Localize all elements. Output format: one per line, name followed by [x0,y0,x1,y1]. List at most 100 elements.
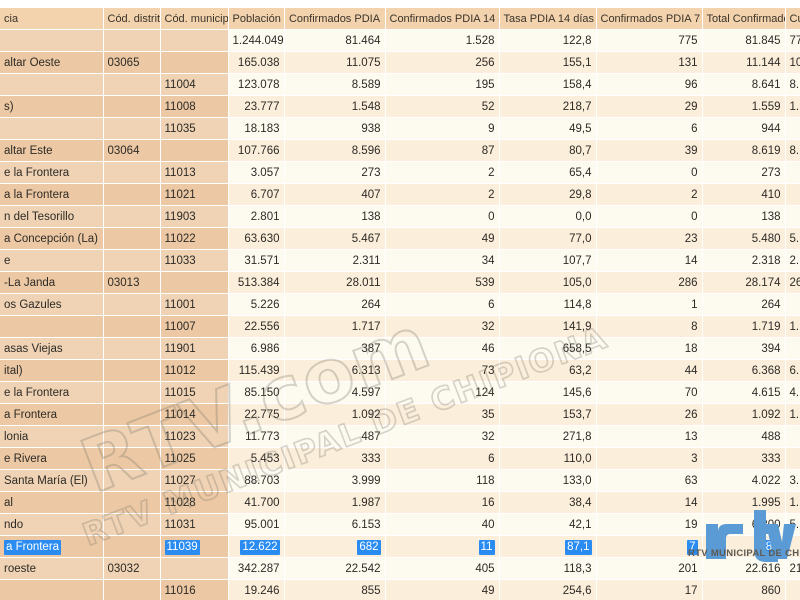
cell-mun[interactable]: 11027 [160,469,229,492]
cell-tot[interactable]: 22.616 [702,557,786,580]
cell-tot[interactable]: 1.995 [702,491,786,514]
cell-mun[interactable]: 11035 [160,117,229,140]
cell-conf[interactable]: 81.464 [284,29,386,52]
cell-c14[interactable]: 2 [385,183,500,206]
table-row[interactable]: a la Frontera 11021 6.707 407 2 29,8 2 410 [0,183,800,206]
cell-dist[interactable] [103,337,161,360]
column-header-mun[interactable]: Cód. municipio [160,8,229,30]
cell-dist[interactable] [103,425,161,448]
cell-t14[interactable]: 141,9 [499,315,597,338]
cell-c7[interactable]: 18 [596,337,703,360]
table-row[interactable]: altar Este 03064 107.766 8.596 87 80,7 39 8.619… [0,139,800,162]
cell-c7[interactable]: 23 [596,227,703,250]
cell-cur[interactable]: 1. [785,403,800,426]
table-row[interactable]: a Frontera 11014 22.775 1.092 35 153,7 26 1.092… [0,403,800,426]
cell-cur[interactable] [785,161,800,184]
cell-c14[interactable]: 49 [385,227,500,250]
cell-conf[interactable]: 273 [284,161,386,184]
cell-cur[interactable] [785,447,800,470]
cell-conf[interactable]: 8.596 [284,139,386,162]
cell-c7[interactable]: 7 [596,535,703,558]
cell-c7[interactable]: 2 [596,183,703,206]
cell-conf[interactable]: 387 [284,337,386,360]
cell-name[interactable] [0,315,104,338]
cell-dist[interactable]: 03065 [103,51,161,74]
cell-name[interactable]: e la Frontera [0,161,104,184]
cell-c7[interactable]: 29 [596,95,703,118]
cell-c14[interactable]: 35 [385,403,500,426]
table-row[interactable]: ndo 11031 95.001 6.153 40 42,1 19 6.200 5. [0,513,800,536]
cell-pobl[interactable]: 41.700 [228,491,285,514]
cell-mun[interactable] [160,271,229,294]
cell-mun[interactable] [160,139,229,162]
cell-name[interactable]: lonia [0,425,104,448]
cell-name[interactable]: os Gazules [0,293,104,316]
cell-tot[interactable]: 684 [702,535,786,558]
cell-c14[interactable]: 16 [385,491,500,514]
table-row[interactable]: n del Tesorillo 11903 2.801 138 0 0,0 0 138 [0,205,800,228]
cell-tot[interactable]: 264 [702,293,786,316]
table-row[interactable]: 11007 22.556 1.717 32 141,9 8 1.719 1. [0,315,800,338]
cell-dist[interactable] [103,293,161,316]
cell-pobl[interactable]: 31.571 [228,249,285,272]
cell-pobl[interactable]: 513.384 [228,271,285,294]
cell-mun[interactable]: 11039 [160,535,229,558]
cell-cur[interactable]: 21. [785,557,800,580]
cell-c14[interactable]: 405 [385,557,500,580]
cell-dist[interactable]: 03013 [103,271,161,294]
cell-cur[interactable] [785,579,800,600]
cell-name[interactable]: a Frontera [0,535,104,558]
cell-mun[interactable]: 11028 [160,491,229,514]
cell-mun[interactable]: 11014 [160,403,229,426]
cell-c7[interactable]: 286 [596,271,703,294]
table-row[interactable]: a Frontera 11039 12.622 682 11 87,1 7 684 [0,535,800,558]
table-row[interactable]: lonia 11023 11.773 487 32 271,8 13 488 [0,425,800,448]
cell-t14[interactable]: 218,7 [499,95,597,118]
cell-dist[interactable] [103,161,161,184]
cell-mun[interactable]: 11004 [160,73,229,96]
cell-c14[interactable]: 0 [385,205,500,228]
column-header-conf[interactable]: Confirmados PDIA [284,8,386,30]
cell-mun[interactable]: 11903 [160,205,229,228]
cell-conf[interactable]: 487 [284,425,386,448]
cell-cur[interactable]: 6. [785,359,800,382]
cell-pobl[interactable]: 2.801 [228,205,285,228]
cell-name[interactable]: ital) [0,359,104,382]
cell-mun[interactable]: 11015 [160,381,229,404]
cell-t14[interactable]: 63,2 [499,359,597,382]
cell-tot[interactable]: 81.845 [702,29,786,52]
cell-t14[interactable]: 271,8 [499,425,597,448]
cell-pobl[interactable]: 11.773 [228,425,285,448]
cell-pobl[interactable]: 95.001 [228,513,285,536]
cell-c14[interactable]: 9 [385,117,500,140]
cell-name[interactable]: a Frontera [0,403,104,426]
cell-tot[interactable]: 4.615 [702,381,786,404]
cell-conf[interactable]: 6.153 [284,513,386,536]
cell-t14[interactable]: 49,5 [499,117,597,140]
cell-tot[interactable]: 394 [702,337,786,360]
cell-mun[interactable]: 11008 [160,95,229,118]
cell-c14[interactable]: 195 [385,73,500,96]
cell-c14[interactable]: 32 [385,315,500,338]
cell-c14[interactable]: 87 [385,139,500,162]
cell-conf[interactable]: 4.597 [284,381,386,404]
cell-pobl[interactable]: 22.556 [228,315,285,338]
cell-mun[interactable]: 11033 [160,249,229,272]
table-row[interactable]: e 11033 31.571 2.311 34 107,7 14 2.318 2. [0,249,800,272]
cell-conf[interactable]: 22.542 [284,557,386,580]
cell-dist[interactable] [103,403,161,426]
column-header-cur[interactable]: Cura [785,8,800,30]
cell-t14[interactable]: 87,1 [499,535,597,558]
column-header-pobl[interactable]: Población [228,8,285,30]
cell-cur[interactable] [785,425,800,448]
cell-name[interactable] [0,117,104,140]
cell-conf[interactable]: 855 [284,579,386,600]
cell-t14[interactable]: 29,8 [499,183,597,206]
cell-cur[interactable]: 8. [785,139,800,162]
cell-conf[interactable]: 3.999 [284,469,386,492]
cell-t14[interactable]: 133,0 [499,469,597,492]
cell-pobl[interactable]: 12.622 [228,535,285,558]
cell-t14[interactable]: 254,6 [499,579,597,600]
cell-dist[interactable] [103,227,161,250]
